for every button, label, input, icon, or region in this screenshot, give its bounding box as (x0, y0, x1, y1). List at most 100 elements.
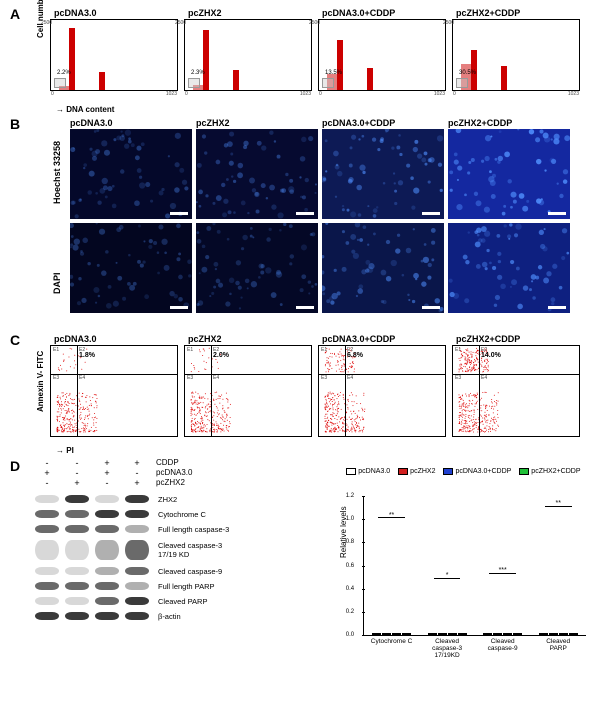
scatter-3: pcZHX2+CDDP E1 E2 E3 E4 14.0% 10⁰ 10⁴ (452, 334, 582, 437)
bar (493, 633, 502, 635)
panel-c: C Annexin V- FITC pcDNA3.0 E1 E2 E3 E4 1… (8, 334, 592, 452)
micrograph: pcZHX2+CDDP (448, 118, 570, 219)
blot-lane (92, 507, 122, 521)
bar-group (364, 633, 420, 635)
panel-c-ylabel: Annexin V- FITC (36, 351, 45, 412)
band (125, 510, 149, 518)
panel-c-row: pcDNA3.0 E1 E2 E3 E4 1.8% 10⁰ 10⁴ pcZHX2… (50, 334, 592, 437)
scatter-pct: 2.0% (213, 352, 229, 359)
blot-row: Full length PARP (32, 579, 329, 593)
micrograph: pcDNA3.0+CDDP (322, 118, 444, 219)
histogram-plot: 2500 0 1023 13.5% (318, 19, 446, 91)
micrograph-label: pcZHX2 (196, 118, 318, 128)
panel-a-xlabel-text: DNA content (66, 105, 114, 114)
lane-marks: -+- (32, 458, 62, 492)
bar (569, 633, 578, 635)
blot-row: Cleaved caspase-9 (32, 564, 329, 578)
band (125, 540, 149, 560)
blot-lane (122, 492, 152, 506)
scale-bar (422, 212, 440, 215)
scatter-0: pcDNA3.0 E1 E2 E3 E4 1.8% 10⁰ 10⁴ (50, 334, 180, 437)
band (65, 597, 89, 605)
chart-legend: pcDNA3.0pcZHX2pcDNA3.0+CDDPpcZHX2+CDDP (335, 468, 592, 475)
lane-header: -+---+++-+-+CDDPpcDNA3.0pcZHX2 (32, 458, 329, 492)
band (125, 567, 149, 575)
band (95, 597, 119, 605)
ytick: 0.8 (346, 539, 354, 545)
legend-label: pcDNA3.0+CDDP (455, 468, 511, 475)
micrograph (322, 223, 444, 313)
bar (428, 633, 437, 635)
lane-marks: ++- (92, 458, 122, 492)
histogram-pct: 13.5% (325, 70, 342, 76)
panel-d: D -+---+++-+-+CDDPpcDNA3.0pcZHX2ZHX2Cyto… (8, 458, 592, 678)
bar-group-label: Cytochrome C (367, 638, 417, 645)
blot-lane (32, 522, 62, 536)
bar-group (475, 633, 531, 635)
panel-b-row1-label: Hoechst 33258 (52, 141, 62, 204)
blot-lane (32, 564, 62, 578)
scatter-pct: 6.8% (347, 352, 363, 359)
histogram-label: pcDNA3.0 (50, 8, 180, 18)
micrograph-image (322, 129, 444, 219)
histogram-0: pcDNA3.0 2500 0 1023 2.2% (50, 8, 180, 91)
micrograph-image (322, 223, 444, 313)
band (65, 540, 89, 560)
significance-bracket (434, 578, 461, 579)
ytick: 0.0 (346, 632, 354, 638)
histogram-pct: 2.3% (191, 70, 205, 76)
protein-label: Full length caspase-3 (158, 525, 229, 534)
legend-label: pcZHX2 (410, 468, 435, 475)
band (95, 510, 119, 518)
scale-bar (422, 306, 440, 309)
band (125, 525, 149, 533)
bar-group-label: CleavedPARP (533, 638, 583, 652)
scale-bar (170, 306, 188, 309)
band (65, 567, 89, 575)
panel-c-xlabel: → PI (56, 446, 74, 455)
legend-item: pcZHX2 (398, 468, 435, 475)
band (125, 612, 149, 620)
histogram-label: pcDNA3.0+CDDP (318, 8, 448, 18)
bar (372, 633, 381, 635)
protein-label: Cleaved caspase-9 (158, 567, 222, 576)
blot-lane (92, 537, 122, 563)
scatter-plot: E1 E2 E3 E4 1.8% 10⁰ 10⁴ (50, 345, 178, 437)
legend-swatch (346, 468, 356, 475)
blot-lane (62, 537, 92, 563)
band (35, 540, 59, 560)
micrograph-image (70, 129, 192, 219)
histogram-2: pcDNA3.0+CDDP 2500 0 1023 13.5% (318, 8, 448, 91)
bar (513, 633, 522, 635)
blot-lane (122, 594, 152, 608)
bar-group (419, 633, 475, 635)
ytick: 1.0 (346, 516, 354, 522)
histogram-plot: 2500 0 1023 2.3% (184, 19, 312, 91)
blot-lane (62, 507, 92, 521)
band (35, 567, 59, 575)
scatter-pct: 14.0% (481, 352, 501, 359)
chart-area: 0.00.20.40.60.81.01.2**Cytochrome C*Clea… (363, 496, 586, 636)
band (65, 612, 89, 620)
legend-item: pcDNA3.0 (346, 468, 390, 475)
scatter-plot: E1 E2 E3 E4 2.0% 10⁰ 10⁴ (184, 345, 312, 437)
blot-lane (32, 537, 62, 563)
micrograph-image (196, 129, 318, 219)
micrograph-image (448, 223, 570, 313)
blot-lane (62, 609, 92, 623)
blot-lane (122, 564, 152, 578)
blot-lane (92, 579, 122, 593)
band (125, 495, 149, 503)
scatter-label: pcDNA3.0+CDDP (318, 334, 448, 344)
ytick: 0.6 (346, 563, 354, 569)
histogram-label: pcZHX2+CDDP (452, 8, 582, 18)
band (95, 540, 119, 560)
histogram-label: pcZHX2 (184, 8, 314, 18)
panel-b-row1: pcDNA3.0 pcZHX2 pcDNA3.0+CDDP pcZHX2+CDD… (70, 118, 592, 219)
band (65, 582, 89, 590)
panel-b-row2-label: DAPI (52, 272, 62, 294)
bar (549, 633, 558, 635)
panel-d-letter: D (10, 458, 20, 474)
band (125, 582, 149, 590)
micrograph: pcZHX2 (196, 118, 318, 219)
